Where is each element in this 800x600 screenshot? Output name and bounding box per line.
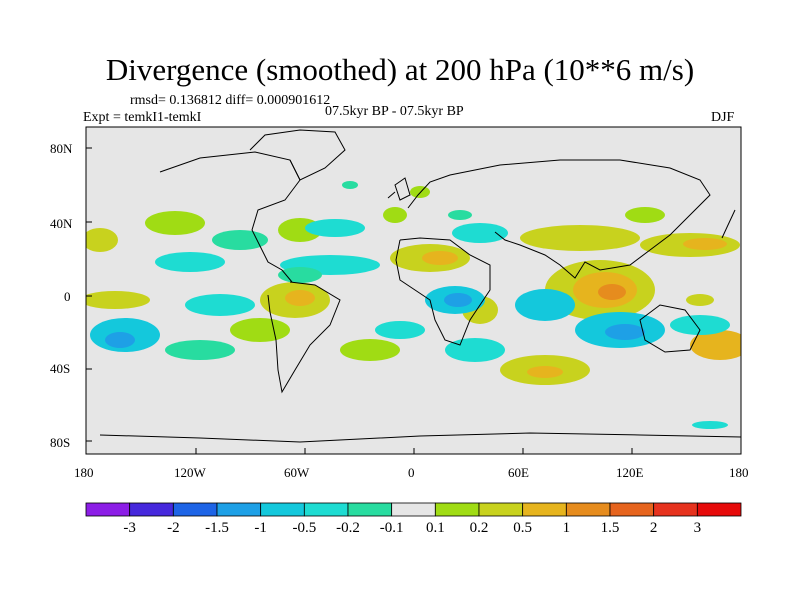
colorbar-swatch (653, 502, 698, 517)
y-tick-label: 0 (64, 289, 71, 304)
colorbar-swatch (347, 502, 393, 517)
colorbar-swatch (216, 502, 262, 517)
colorbar-label: -2 (167, 520, 180, 536)
colorbar-swatch (303, 502, 349, 517)
colorbar-swatch (129, 502, 174, 517)
map-title: Divergence (smoothed) at 200 hPa (10**6 … (105, 52, 695, 87)
colorbar-label: -1.5 (205, 520, 229, 536)
colorbar-label: 1.5 (600, 520, 620, 536)
colorbar-label: 0.2 (469, 520, 489, 536)
x-tick-label: 180 (729, 465, 749, 480)
season-label: DJF (711, 110, 735, 125)
experiment-label: Expt = temkI1-temkI (83, 110, 202, 125)
y-tick-label: 80N (50, 141, 73, 156)
x-tick-label: 60W (284, 465, 310, 480)
anomaly-fields (86, 129, 741, 443)
period-label: 07.5kyr BP - 07.5kyr BP (325, 104, 464, 119)
colorbar-swatch (609, 502, 655, 517)
colorbar (85, 502, 742, 517)
colorbar-label: 1 (562, 520, 571, 536)
x-tick-label: 60E (508, 465, 529, 480)
x-tick-label: 120W (174, 465, 206, 480)
colorbar-swatch (260, 502, 305, 517)
colorbar-label: 0.1 (425, 520, 445, 536)
y-tick-label: 40S (50, 361, 71, 376)
colorbar-swatch (172, 502, 218, 517)
colorbar-label: -0.5 (292, 520, 317, 536)
colorbar-label: -3 (123, 520, 136, 536)
x-tick-label: 0 (408, 465, 415, 480)
colorbar-swatch (85, 502, 131, 517)
colorbar-swatch (391, 502, 436, 517)
y-tick-label: 80S (50, 435, 71, 450)
coastlines (99, 129, 741, 443)
colorbar-label: 0.5 (513, 520, 533, 536)
y-tick-label: 40N (50, 216, 73, 231)
colorbar-label: -0.2 (336, 520, 360, 536)
x-tick-label: 180 (74, 465, 94, 480)
colorbar-label: 3 (693, 520, 702, 536)
colorbar-swatch (478, 502, 524, 517)
colorbar-label: -0.1 (379, 520, 404, 536)
colorbar-swatch (522, 502, 567, 517)
colorbar-label: -1 (254, 520, 267, 536)
axis-ticks (85, 147, 742, 454)
x-tick-label: 120E (616, 465, 644, 480)
colorbar-swatch (696, 502, 742, 517)
colorbar-swatch (434, 502, 480, 517)
colorbar-swatch (565, 502, 611, 517)
negative-anomalies (90, 181, 730, 429)
stats-label: rmsd= 0.136812 diff= 0.000901612 (130, 93, 331, 108)
colorbar-label: 2 (649, 520, 658, 536)
positive-anomalies (86, 186, 741, 385)
